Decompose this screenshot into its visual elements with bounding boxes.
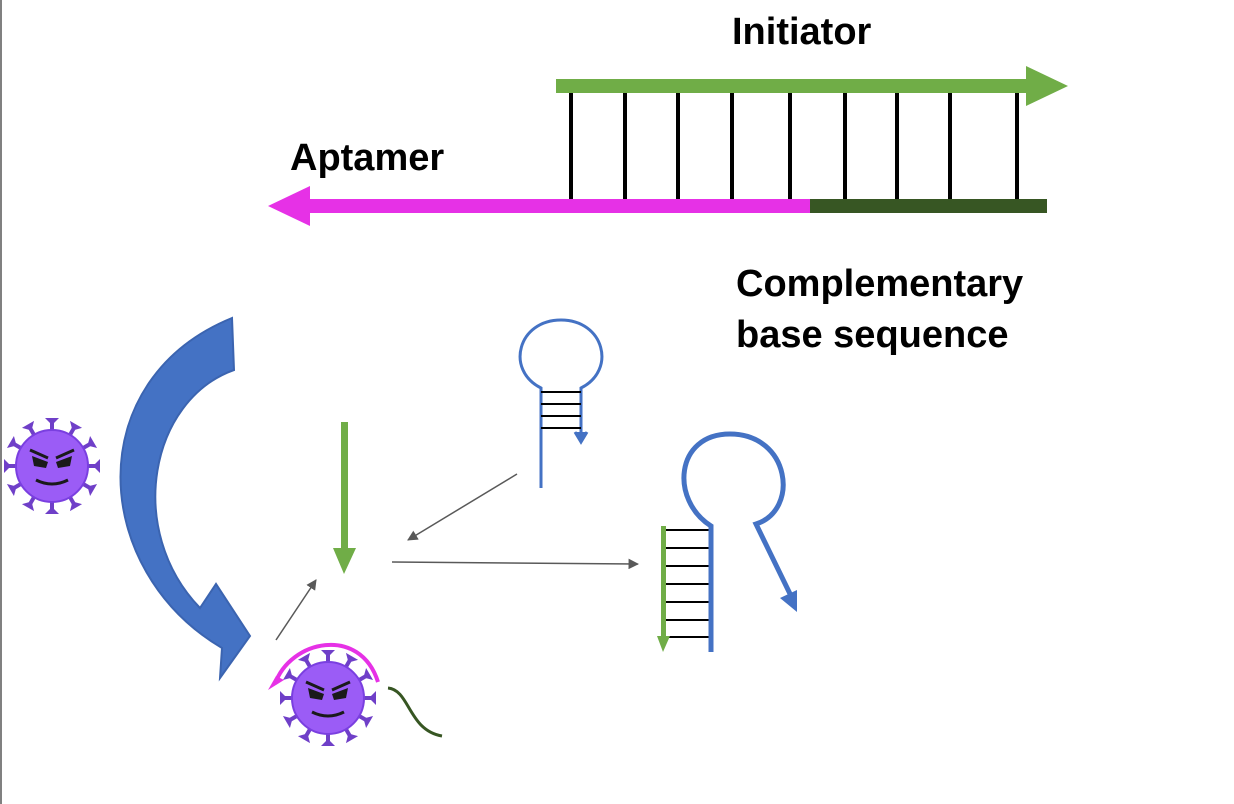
virus-icon	[4, 418, 100, 514]
opened-hairpin-strand	[681, 431, 796, 652]
aptamer-strand-arrow	[268, 186, 812, 226]
complementary-segment	[810, 199, 1047, 213]
initiator-label: Initiator	[732, 11, 872, 53]
complementary-label-line2: base sequence	[736, 314, 1008, 356]
process-connectors	[275, 473, 640, 641]
complement-tail	[387, 686, 443, 738]
aptamer-wrap-arc	[273, 643, 380, 685]
connector-virus-to-initiator	[275, 579, 317, 641]
aptamer-label: Aptamer	[290, 137, 444, 179]
connector-initiator-to-product	[391, 558, 640, 570]
curved-arrow-icon	[119, 316, 252, 682]
hybridized-hairpin-group	[657, 431, 797, 652]
initiator-strand-arrow	[556, 66, 1068, 106]
released-initiator-arrow	[333, 422, 356, 574]
hybridized-initiator-strand	[661, 526, 666, 640]
duplex-group	[268, 66, 1068, 226]
hairpin-dna-icon	[518, 318, 604, 488]
bound-virus-group	[268, 643, 443, 746]
connector-hairpin-to-initiator	[407, 473, 518, 541]
bound-virus-icon	[280, 650, 376, 746]
complementary-label-line1: Complementary	[736, 263, 1023, 305]
base-pair-rungs	[569, 88, 1019, 206]
